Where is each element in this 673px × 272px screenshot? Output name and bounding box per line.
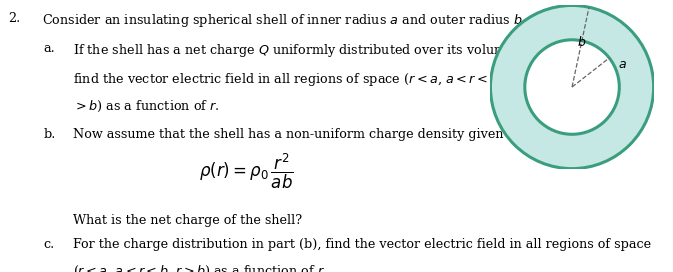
Text: $b$: $b$	[577, 35, 586, 49]
Circle shape	[491, 5, 653, 169]
Text: find the vector electric field in all regions of space ($r < a$, $a < r < b$, $r: find the vector electric field in all re…	[73, 71, 513, 88]
Text: What is the net charge of the shell?: What is the net charge of the shell?	[73, 214, 302, 227]
Text: $\rho(r) = \rho_0\,\dfrac{r^2}{ab}$: $\rho(r) = \rho_0\,\dfrac{r^2}{ab}$	[199, 152, 293, 191]
Text: Now assume that the shell has a non-uniform charge density given by: Now assume that the shell has a non-unif…	[73, 128, 523, 141]
Text: $a$: $a$	[618, 58, 627, 71]
Text: ($r < a$, $a < r < b$, $r > b$) as a function of $r$.: ($r < a$, $a < r < b$, $r > b$) as a fun…	[73, 264, 327, 272]
Text: a.: a.	[44, 42, 55, 55]
Text: 2.: 2.	[8, 12, 20, 25]
Text: $> b$) as a function of $r$.: $> b$) as a function of $r$.	[73, 99, 219, 114]
Text: For the charge distribution in part (b), find the vector electric field in all r: For the charge distribution in part (b),…	[73, 238, 651, 251]
Text: b.: b.	[44, 128, 56, 141]
Text: c.: c.	[44, 238, 55, 251]
Text: If the shell has a net charge $Q$ uniformly distributed over its volume,: If the shell has a net charge $Q$ unifor…	[73, 42, 518, 59]
Circle shape	[525, 40, 619, 134]
Text: Consider an insulating spherical shell of inner radius $a$ and outer radius $b$.: Consider an insulating spherical shell o…	[42, 12, 526, 29]
